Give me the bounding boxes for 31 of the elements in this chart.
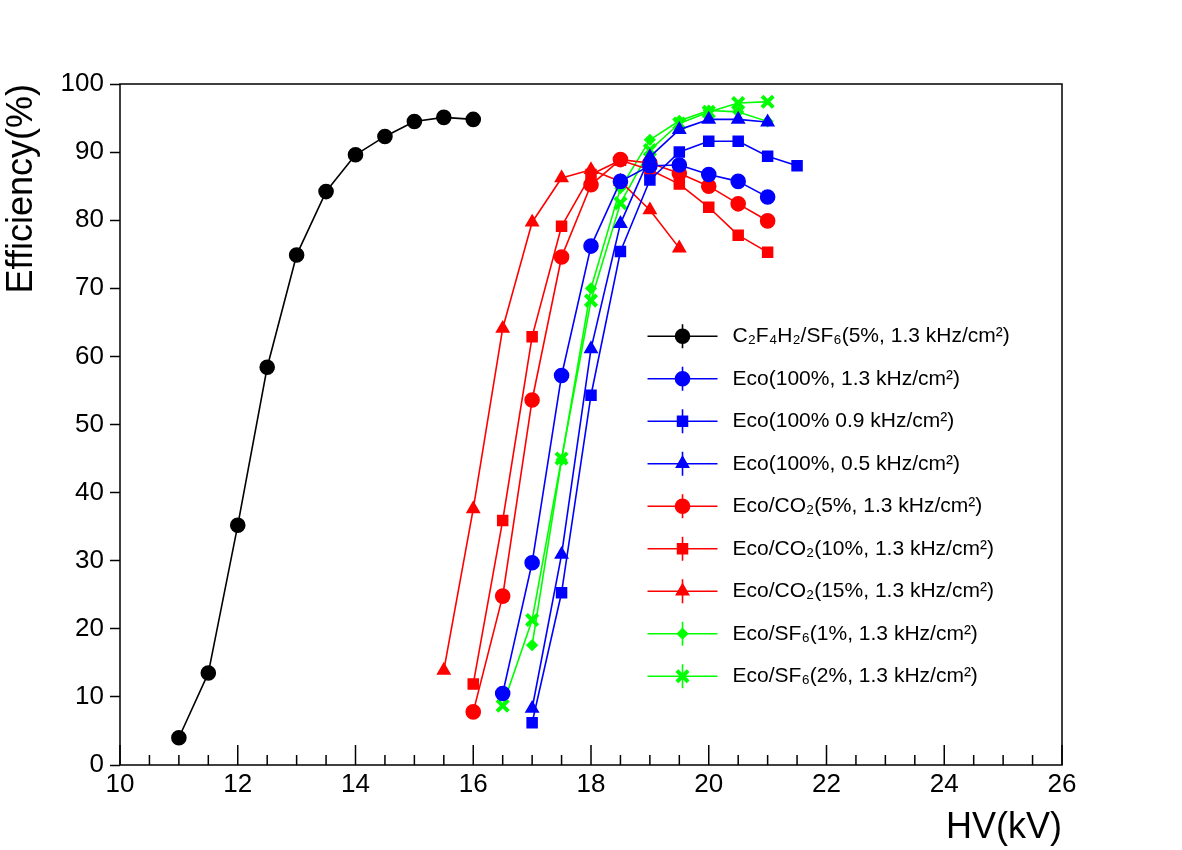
y-tick-label: 10: [75, 680, 104, 711]
x-tick-label: 16: [458, 767, 488, 798]
x-tick-label: 14: [341, 767, 370, 798]
y-tick-label: 60: [75, 339, 104, 370]
y-axis-title: Efficiency(%): [0, 84, 40, 294]
x-tick-label: 12: [223, 767, 253, 798]
x-tick-label: 10: [105, 767, 135, 798]
x-tick-label: 26: [1047, 767, 1077, 798]
y-tick-label: 90: [75, 135, 104, 166]
legend-label: Eco(100%, 1.3 kHz/cm²): [732, 365, 961, 389]
x-tick-label: 20: [694, 767, 724, 798]
x-axis-title: HV(kV): [946, 805, 1062, 847]
x-tick-label: 18: [576, 767, 606, 798]
y-tick-label: 30: [75, 543, 104, 574]
y-tick-label: 40: [75, 475, 104, 506]
x-tick-label: 22: [812, 767, 841, 798]
legend-label: Eco(100% 0.9 kHz/cm²): [732, 408, 955, 432]
legend-label: Eco/SF₆(2%, 1.3 kHz/cm²): [732, 663, 978, 687]
y-tick-label: 100: [60, 67, 104, 98]
y-tick-label: 0: [89, 748, 104, 779]
legend-label: Eco/SF₆(1%, 1.3 kHz/cm²): [732, 620, 978, 644]
y-tick-label: 50: [75, 407, 104, 438]
legend-label: Eco(100%, 0.5 kHz/cm²): [732, 450, 961, 474]
legend-label: Eco/CO₂(10%, 1.3 kHz/cm²): [732, 535, 994, 559]
y-tick-label: 20: [75, 611, 104, 642]
legend-label: Eco/CO₂(15%, 1.3 kHz/cm²): [732, 578, 994, 602]
y-tick-label: 70: [75, 271, 104, 302]
y-tick-label: 80: [75, 203, 104, 234]
legend-label: Eco/CO₂(5%, 1.3 kHz/cm²): [732, 493, 983, 517]
x-tick-label: 24: [929, 767, 959, 798]
legend-label: C₂F₄H₂/SF₆(5%, 1.3 kHz/cm²): [732, 323, 1010, 347]
